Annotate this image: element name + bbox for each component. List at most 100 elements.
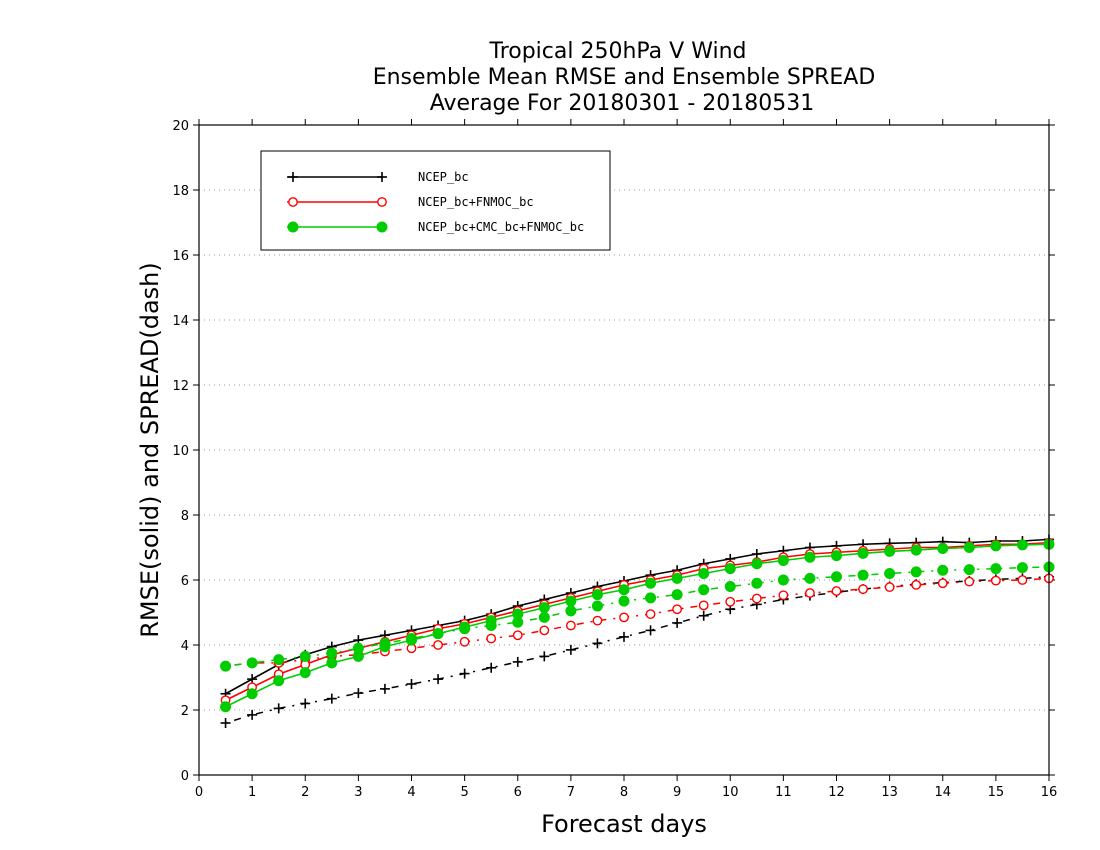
rmse-point bbox=[884, 545, 896, 557]
spread-point bbox=[831, 586, 842, 596]
spread-point bbox=[591, 600, 603, 612]
rmse-point bbox=[857, 547, 869, 559]
spread-point bbox=[565, 605, 577, 617]
rmse-point bbox=[591, 589, 603, 601]
legend-label: NCEP_bc+FNMOC_bc bbox=[418, 195, 534, 209]
rmse-point bbox=[1016, 539, 1028, 551]
x-tick-label: 10 bbox=[722, 785, 739, 800]
spread-point bbox=[698, 600, 709, 611]
spread-point bbox=[220, 718, 231, 728]
x-tick-label: 0 bbox=[195, 785, 203, 800]
spread-point bbox=[645, 609, 656, 620]
spread-point bbox=[299, 650, 311, 662]
spread-point bbox=[459, 636, 470, 647]
rmse-point bbox=[352, 650, 364, 662]
x-tick-label: 1 bbox=[248, 785, 256, 800]
spread-point bbox=[246, 657, 258, 669]
legend-box bbox=[260, 150, 611, 251]
spread-point bbox=[539, 651, 550, 662]
spread-point bbox=[273, 654, 285, 666]
spread-point bbox=[619, 631, 629, 642]
rmse-point bbox=[990, 540, 1002, 552]
spread-point bbox=[884, 568, 896, 579]
spread-point bbox=[565, 620, 576, 631]
legend-marker-end bbox=[376, 221, 388, 233]
spread-point bbox=[459, 668, 470, 679]
x-tick-label: 8 bbox=[620, 785, 628, 800]
spread-point bbox=[300, 698, 311, 709]
legend-label: NCEP_bc bbox=[418, 170, 469, 184]
spread-point bbox=[538, 611, 550, 623]
series-ncep-bc bbox=[220, 534, 1054, 728]
x-tick-label: 2 bbox=[301, 785, 309, 800]
rmse-point bbox=[485, 615, 497, 627]
legend-marker-start bbox=[288, 172, 298, 182]
rmse-point bbox=[831, 550, 842, 562]
x-tick-label: 6 bbox=[514, 785, 522, 800]
spread-point bbox=[671, 589, 683, 601]
spread-point bbox=[645, 592, 657, 604]
spread-point bbox=[751, 593, 762, 604]
rmse-point bbox=[645, 577, 657, 589]
rmse-point bbox=[698, 568, 710, 579]
rmse-point bbox=[299, 667, 311, 679]
spread-point bbox=[672, 604, 683, 615]
y-tick-label: 20 bbox=[172, 119, 189, 134]
legend-marker-end bbox=[377, 197, 387, 207]
spread-point bbox=[592, 615, 603, 626]
rmse-point bbox=[804, 551, 816, 563]
rmse-point bbox=[618, 584, 630, 596]
spread-point bbox=[220, 660, 232, 672]
title-line-1: Tropical 250hPa V Wind bbox=[488, 39, 746, 64]
spread-point bbox=[725, 596, 736, 607]
spread-point bbox=[353, 688, 364, 699]
rmse-point bbox=[432, 628, 444, 640]
spread-point bbox=[486, 662, 497, 673]
x-tick-label: 13 bbox=[881, 785, 898, 800]
spread-point bbox=[592, 638, 603, 649]
spread-point bbox=[645, 625, 656, 636]
rmse-point bbox=[273, 675, 285, 687]
spread-point bbox=[326, 647, 338, 659]
legend-marker-end bbox=[377, 172, 387, 182]
spread-point bbox=[778, 590, 789, 601]
spread-point bbox=[619, 612, 629, 623]
x-tick-label: 9 bbox=[673, 785, 681, 800]
rmse-point bbox=[538, 602, 550, 614]
rmse-point bbox=[246, 688, 258, 700]
spread-point bbox=[937, 578, 948, 589]
series-layer bbox=[220, 534, 1055, 728]
y-tick-label: 6 bbox=[181, 574, 189, 589]
y-tick-label: 2 bbox=[181, 704, 189, 719]
rmse-point bbox=[751, 558, 763, 570]
x-tick-label: 5 bbox=[460, 785, 468, 800]
spread-point bbox=[512, 630, 523, 641]
spread-point bbox=[698, 584, 710, 596]
x-tick-label: 11 bbox=[775, 785, 792, 800]
rmse-point bbox=[937, 542, 949, 554]
spread-point bbox=[777, 574, 789, 586]
spread-point bbox=[512, 656, 523, 667]
spread-point bbox=[273, 703, 284, 714]
spread-point bbox=[698, 610, 709, 621]
rmse-line bbox=[225, 538, 1050, 695]
spread-point bbox=[911, 579, 922, 590]
spread-point bbox=[433, 674, 444, 685]
x-tick-label: 12 bbox=[828, 785, 845, 800]
y-tick-label: 14 bbox=[172, 314, 189, 329]
x-tick-label: 14 bbox=[934, 785, 951, 800]
series-ncep-bc-cmc-bc-fnmoc-bc bbox=[220, 538, 1055, 713]
rmse-point bbox=[326, 657, 338, 669]
spread-point bbox=[805, 588, 815, 598]
y-tick-label: 4 bbox=[181, 639, 189, 654]
spread-point bbox=[618, 595, 630, 607]
x-tick-label: 7 bbox=[567, 785, 575, 800]
spread-point bbox=[831, 571, 842, 583]
y-tick-label: 18 bbox=[172, 184, 189, 199]
plot-frame bbox=[198, 124, 1050, 776]
rmse-point bbox=[565, 595, 577, 607]
series-ncep-bc-fnmoc-bc bbox=[220, 537, 1054, 706]
y-axis-label: RMSE(solid) and SPREAD(dash) bbox=[136, 262, 164, 638]
